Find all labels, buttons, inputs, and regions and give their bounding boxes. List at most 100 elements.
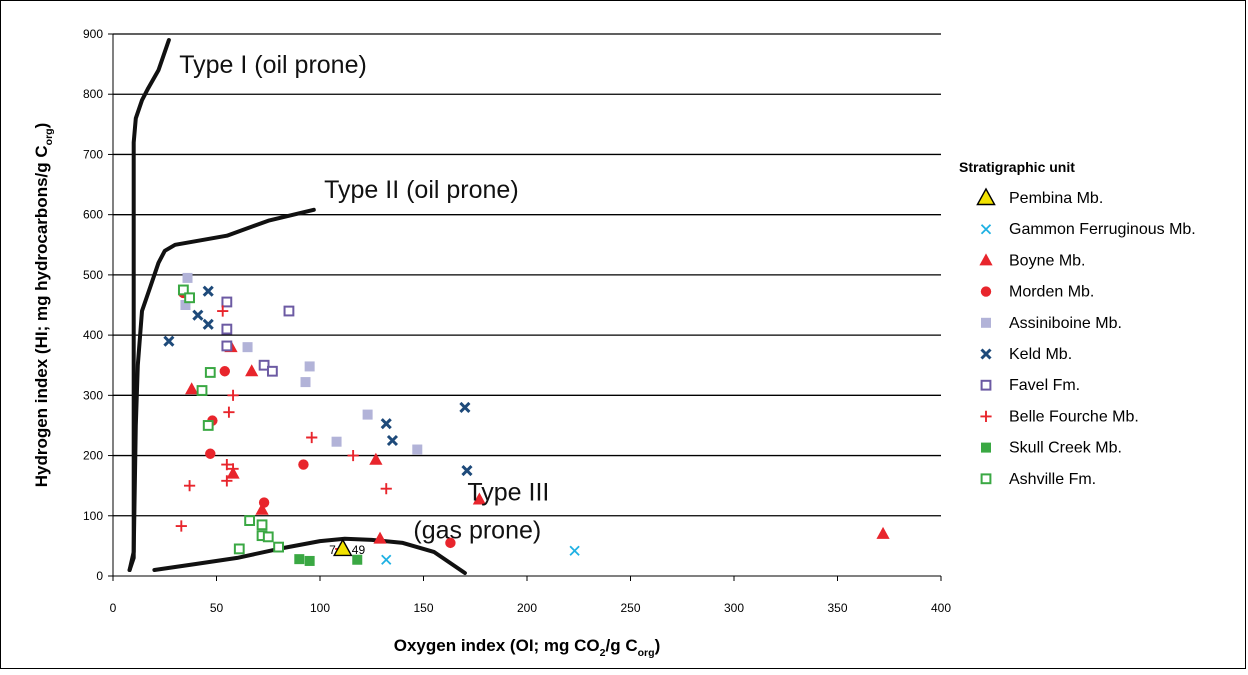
- legend-title: Stratigraphic unit: [959, 159, 1075, 175]
- legend-item: Assiniboine Mb.: [981, 315, 1122, 332]
- point-ashville-fm: [204, 367, 216, 378]
- legend-item: Gammon Ferruginous Mb.: [980, 221, 1196, 238]
- curve-label: (gas prone): [413, 517, 541, 545]
- legend-item: Pembina Mb.: [976, 187, 1103, 207]
- point-skull-creek-mb: [352, 554, 363, 565]
- point-morden-mb: [205, 448, 216, 459]
- point-assiniboine-mb: [412, 444, 423, 455]
- legend-item: Skull Creek Mb.: [981, 440, 1122, 457]
- legend-item: Ashville Fm.: [980, 471, 1096, 488]
- y-tick-label: 900: [83, 27, 103, 41]
- point-favel-fm: [221, 340, 233, 352]
- point-skull-creek-mb: [304, 555, 315, 566]
- point-keld-mb: [202, 285, 214, 297]
- y-tick-label: 500: [83, 268, 103, 282]
- point-morden-mb: [298, 459, 309, 470]
- legend-marker: [980, 410, 992, 422]
- point-boyne-mb: [185, 382, 199, 395]
- point-favel-fm: [221, 323, 233, 335]
- point-boyne-mb: [373, 531, 387, 544]
- point-keld-mb: [459, 401, 471, 413]
- legend-item: Favel Fm.: [980, 377, 1080, 394]
- point-ashville-fm: [184, 292, 195, 304]
- x-tick-label: 250: [620, 601, 640, 615]
- point-assiniboine-mb: [331, 436, 342, 447]
- point-belle-fourche-mb: [223, 406, 235, 418]
- point-keld-mb: [386, 434, 399, 447]
- y-tick-label: 200: [83, 449, 103, 463]
- legend-item: Morden Mb.: [980, 284, 1094, 301]
- legend-label: Ashville Fm.: [1009, 471, 1096, 488]
- point-boyne-mb: [876, 526, 890, 539]
- point-belle-fourche-mb: [380, 483, 392, 495]
- point-gammon-ferruginous-mb: [381, 554, 392, 565]
- point-assiniboine-mb: [304, 361, 315, 372]
- curve-type-ii-oil-prone: [127, 207, 316, 572]
- y-tick-label: 800: [83, 87, 103, 101]
- point-assiniboine-mb: [182, 272, 193, 283]
- point-ashville-fm: [273, 541, 285, 553]
- y-tick-label: 100: [83, 509, 103, 523]
- annotation-label: 7: [329, 543, 336, 557]
- y-tick-label: 0: [96, 569, 103, 583]
- point-ashville-fm: [256, 519, 268, 531]
- point-favel-fm: [266, 365, 278, 377]
- point-keld-mb: [380, 418, 392, 430]
- point-belle-fourche-mb: [183, 480, 196, 492]
- curve-label: Type III: [467, 479, 549, 507]
- legend-label: Assiniboine Mb.: [1009, 315, 1122, 332]
- point-assiniboine-mb: [180, 300, 191, 310]
- point-morden-mb: [258, 497, 270, 508]
- curve-type-iii-gas-prone: [152, 536, 467, 575]
- x-tick-label: 200: [517, 601, 537, 615]
- kerogen-type-curves: [127, 38, 467, 575]
- point-boyne-mb: [369, 452, 383, 465]
- point-ashville-fm: [196, 385, 208, 396]
- x-axis-title: Oxygen index (OI; mg CO2​/g Corg​): [394, 636, 661, 659]
- point-boyne-mb: [245, 364, 259, 377]
- x-tick-label: 50: [210, 601, 224, 615]
- point-morden-mb: [445, 537, 456, 549]
- x-tick-label: 100: [310, 601, 330, 615]
- y-tick-label: 700: [83, 147, 103, 161]
- legend-marker: [981, 442, 991, 453]
- point-assiniboine-mb: [242, 342, 253, 353]
- legend-marker: [980, 379, 992, 391]
- point-keld-mb: [192, 309, 204, 321]
- y-tick-label: 300: [83, 388, 103, 402]
- legend-label: Belle Fourche Mb.: [1009, 408, 1139, 425]
- point-belle-fourche-mb: [306, 431, 318, 444]
- point-ashville-fm: [202, 420, 214, 431]
- legend-marker: [981, 317, 991, 328]
- axes: 0 100 200 300 400 500 600 700 800 900 0 50 100 150 200…: [32, 27, 951, 659]
- legend-marker: [976, 187, 996, 206]
- legend-label: Skull Creek Mb.: [1009, 440, 1122, 457]
- legend-marker: [980, 473, 992, 485]
- point-keld-mb: [461, 465, 473, 477]
- legend-item: Belle Fourche Mb.: [980, 408, 1139, 425]
- legend: Stratigraphic unit Pembina Mb. Gammon Ferr…: [959, 159, 1196, 488]
- point-assiniboine-mb: [362, 409, 373, 420]
- legend-label: Boyne Mb.: [1009, 252, 1085, 269]
- point-belle-fourche-mb: [227, 463, 239, 475]
- point-belle-fourche-mb: [221, 475, 233, 487]
- point-boyne-mb: [255, 502, 269, 515]
- y-tick-label: 600: [83, 208, 103, 222]
- legend-marker: [979, 253, 993, 266]
- grid-lines: [113, 33, 941, 517]
- point-belle-fourche-mb: [221, 458, 233, 471]
- point-morden-mb: [219, 366, 230, 377]
- point-pembina-mb: [332, 538, 353, 557]
- point-favel-fm: [221, 296, 233, 308]
- point-ashville-fm: [244, 515, 256, 526]
- point-skull-creek-mb: [294, 554, 305, 565]
- point-belle-fourche-mb: [227, 389, 239, 401]
- point-belle-fourche-mb: [175, 520, 187, 532]
- point-favel-fm: [258, 359, 270, 371]
- point-favel-fm: [283, 305, 295, 317]
- x-tick-label: 350: [827, 601, 847, 615]
- point-keld-mb: [202, 318, 214, 330]
- point-assiniboine-mb: [300, 377, 311, 388]
